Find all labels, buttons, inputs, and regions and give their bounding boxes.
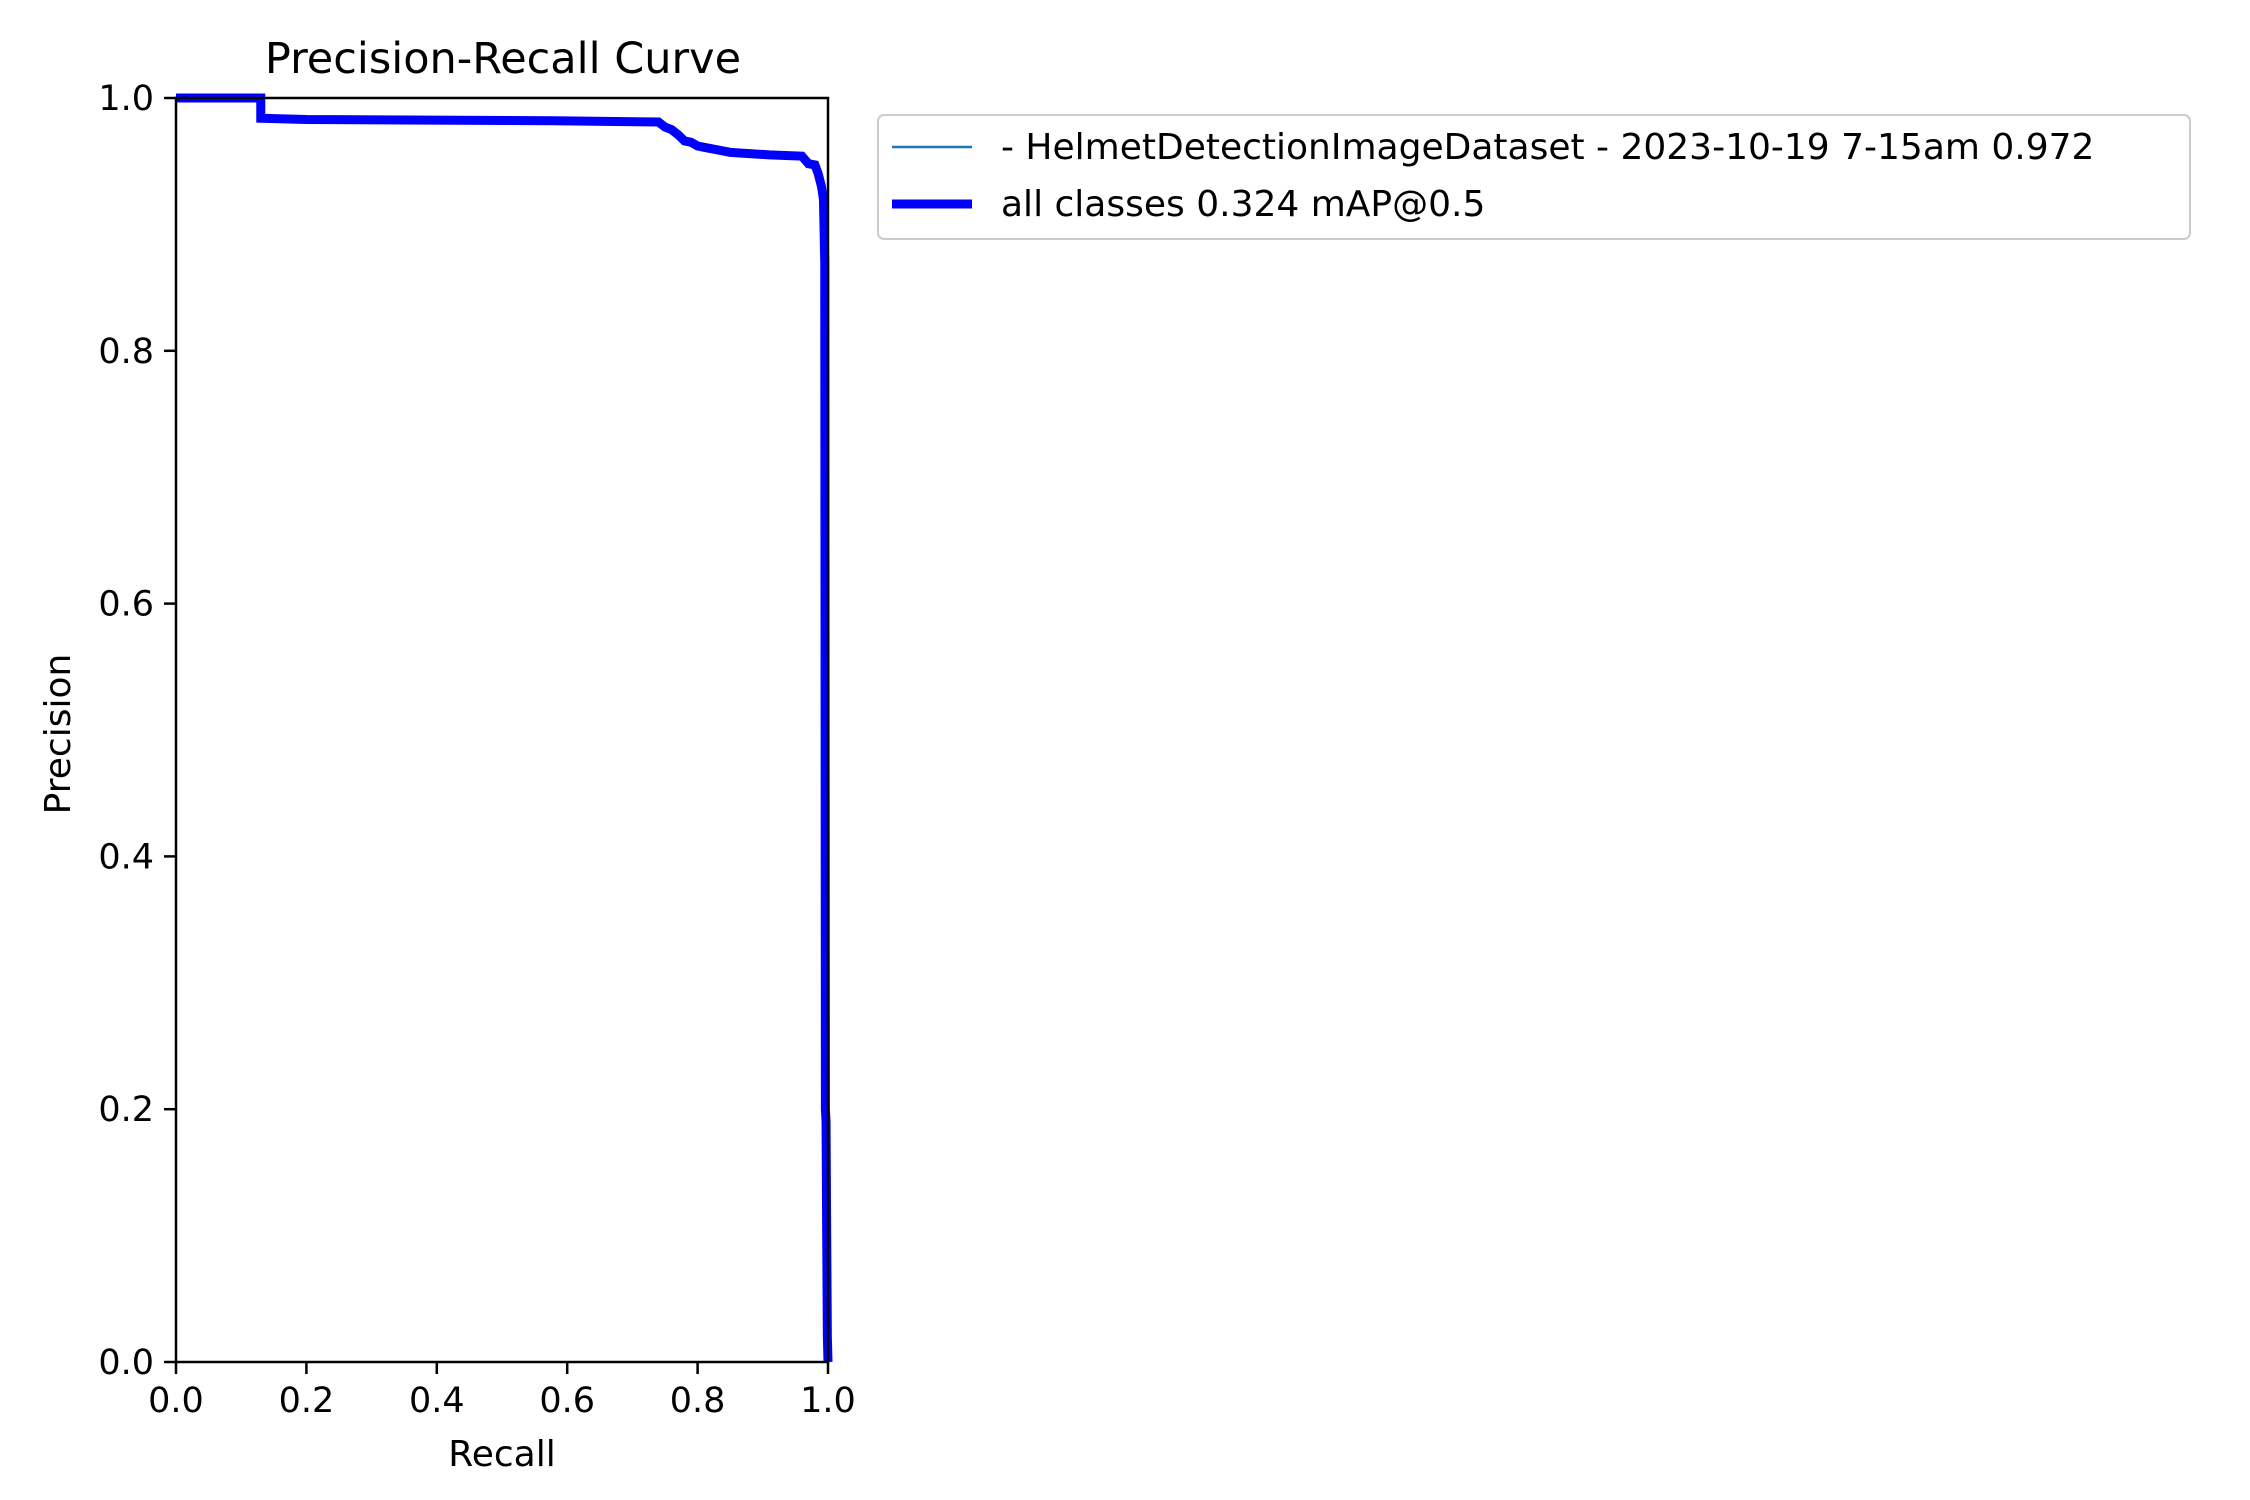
plot-frame	[174, 96, 830, 1364]
y-tick-label: 1.0	[98, 79, 154, 119]
y-tick-label: 0.4	[98, 837, 154, 877]
x-tick-label: 0.2	[279, 1381, 335, 1421]
y-tick-label: 0.6	[98, 585, 154, 625]
series-lines	[176, 93, 833, 1363]
series-line-2	[176, 93, 833, 1363]
x-axis-label: Recall	[448, 1434, 555, 1475]
y-axis: 0.0 0.2 0.4 0.6 0.8 1.0	[98, 79, 176, 1383]
y-tick-label: 0.8	[98, 332, 154, 372]
legend-box	[877, 114, 2191, 240]
x-tick-label: 0.6	[539, 1381, 595, 1421]
y-tick-label: 0.2	[98, 1090, 154, 1130]
chart-title: Precision-Recall Curve	[265, 34, 741, 84]
x-tick-label: 0.0	[148, 1381, 204, 1421]
x-axis: 0.0 0.2 0.4 0.6 0.8 1.0	[148, 1362, 856, 1421]
y-axis-label: Precision	[38, 654, 79, 815]
x-tick-label: 1.0	[800, 1381, 856, 1421]
legend: - HelmetDetectionImageDataset - 2023-10-…	[877, 114, 2191, 240]
legend-label-series-1: - HelmetDetectionImageDataset - 2023-10-…	[1001, 127, 2094, 168]
x-tick-label: 0.8	[670, 1381, 726, 1421]
y-tick-label: 0.0	[98, 1343, 154, 1383]
x-tick-label: 0.4	[409, 1381, 465, 1421]
legend-label-series-2: all classes 0.324 mAP@0.5	[1001, 184, 1485, 225]
